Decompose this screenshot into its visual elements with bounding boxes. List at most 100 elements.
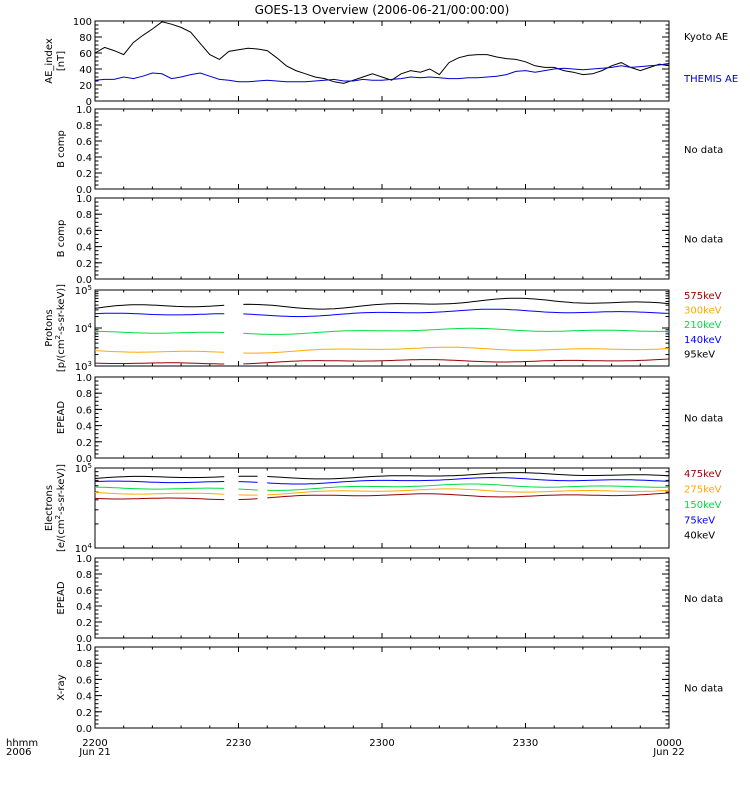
x-tick-label: 2300	[369, 738, 394, 749]
panel-epead-2: EPEAD 0.0 0.2 0.4 0.6 0.8 1.0 No data	[56, 554, 723, 645]
panel-frame	[94, 197, 670, 280]
chart-title: GOES-13 Overview (2006-06-21/00:00:00)	[255, 3, 510, 17]
y-tick-label: 104	[75, 322, 93, 335]
y-tick-label: 0.6	[76, 226, 92, 237]
y-tick-label: 0.4	[76, 692, 92, 703]
y-axis-label: X-ray	[56, 674, 67, 700]
x-tick-label: 2200	[82, 738, 107, 749]
y-tick-label: 1.0	[76, 194, 92, 205]
y-tick-label: 1.0	[76, 373, 92, 384]
y-tick-label: 20	[79, 81, 92, 92]
panel-ae: AE_index [nT] 0 20 40 60 80 100 Kyoto AE THEMIS A…	[44, 17, 738, 108]
legend-entry: 140keV	[684, 335, 722, 346]
y-axis-label: [nT]	[56, 51, 67, 71]
series-line-150keV	[94, 483, 670, 491]
y-tick-label: 60	[79, 49, 92, 60]
x-axis-row-label: hhmm	[6, 738, 38, 749]
legend-entry: THEMIS AE	[683, 74, 738, 85]
y-tick-label: 0.8	[76, 121, 92, 132]
y-tick-label: 0.4	[76, 243, 92, 254]
panel-epead-1: EPEAD 0.0 0.2 0.4 0.6 0.8 1.0 No data	[56, 373, 723, 465]
y-tick-label: 1.0	[76, 643, 92, 654]
y-tick-label: 0.2	[76, 618, 92, 629]
y-tick-label: 1.0	[76, 105, 92, 116]
series-line-75keV	[94, 476, 670, 485]
y-tick-label: 80	[79, 33, 92, 44]
y-tick-label: 0.0	[76, 724, 92, 735]
legend-entry: 210keV	[684, 320, 722, 331]
x-axis-row-label: 2006	[6, 747, 31, 758]
panel-frame	[94, 20, 670, 102]
y-tick-label: 40	[79, 65, 92, 76]
panel-electrons: Electrons[e/(cm2-s-sr-keV)]104105475keV2…	[44, 462, 722, 555]
y-tick-label: 0.4	[76, 153, 92, 164]
y-tick-label: 0.4	[76, 422, 92, 433]
x-tick-label: 2230	[226, 738, 251, 749]
legend-entry: 475keV	[684, 469, 722, 480]
series-line-210keV	[94, 327, 670, 335]
y-axis-label: EPEAD	[56, 581, 67, 615]
y-tick-label: 0.8	[76, 389, 92, 400]
y-tick-label: 1.0	[76, 554, 92, 565]
panel-frame	[94, 376, 670, 459]
y-axis-label: Electrons	[44, 485, 55, 531]
series-line-475keV	[94, 492, 670, 501]
panel-frame	[94, 289, 670, 367]
y-tick-label: 0.0	[76, 185, 92, 196]
legend-entry: 575keV	[684, 291, 722, 302]
series-line-95keV	[94, 297, 670, 310]
no-data-label: No data	[684, 414, 723, 425]
y-axis-label: Protons	[44, 309, 55, 346]
legend-entry: 95keV	[684, 349, 715, 360]
series-line-575keV	[94, 358, 670, 365]
series-line-140keV	[94, 308, 670, 318]
x-tick-date-label: Jun 22	[652, 747, 685, 758]
legend-entry: 40keV	[684, 531, 715, 542]
legend-entry: 75keV	[684, 515, 715, 526]
panel-frame	[94, 557, 670, 639]
series-line-275keV	[94, 488, 670, 496]
y-axis-label: B comp	[56, 130, 67, 168]
y-tick-label: 0.0	[76, 454, 92, 465]
y-tick-label: 0.8	[76, 570, 92, 581]
x-tick-label: 0000	[656, 738, 681, 749]
y-axis-label: [e/(cm2-s-sr-keV)]	[54, 464, 67, 552]
y-tick-label: 0.2	[76, 259, 92, 270]
legend-entry: 300keV	[684, 306, 722, 317]
y-tick-label: 0	[86, 97, 92, 108]
panel-frame	[94, 108, 670, 190]
no-data-label: No data	[684, 145, 723, 156]
y-axis-label: EPEAD	[56, 401, 67, 435]
legend-entry: Kyoto AE	[684, 32, 728, 43]
y-tick-label: 100	[73, 17, 92, 28]
y-tick-label: 0.6	[76, 405, 92, 416]
series-line-kyoto-ae	[94, 21, 670, 84]
y-tick-label: 0.2	[76, 169, 92, 180]
y-tick-label: 0.2	[76, 708, 92, 719]
y-axis-label: AE_index	[44, 38, 55, 84]
panel-x-ray: X-ray 0.0 0.2 0.4 0.6 0.8 1.0 No data	[56, 643, 723, 735]
panel-frame	[94, 646, 670, 729]
panel-protons: Protons[p/(cm2-s-sr-keV)] 103 104 105 575keV…	[44, 284, 722, 373]
y-tick-label: 0.6	[76, 137, 92, 148]
y-tick-label: 0.0	[76, 634, 92, 645]
y-tick-label: 0.4	[76, 602, 92, 613]
x-tick-label: 2330	[513, 738, 538, 749]
series-line-300keV	[94, 346, 670, 354]
y-tick-label: 105	[75, 462, 92, 475]
y-tick-label: 0.8	[76, 659, 92, 670]
y-axis-label: [p/(cm2-s-sr-keV)]	[54, 284, 67, 372]
legend-entry: 275keV	[684, 484, 722, 495]
x-tick-date-label: Jun 21	[78, 747, 111, 758]
y-tick-label: 0.6	[76, 586, 92, 597]
no-data-label: No data	[684, 684, 723, 695]
y-tick-label: 0.2	[76, 438, 92, 449]
y-tick-label: 0.0	[76, 275, 92, 286]
y-tick-label: 0.6	[76, 675, 92, 686]
panel-b-comp-1: B comp 0.0 0.2 0.4 0.6 0.8 1.0 No data	[56, 105, 723, 196]
y-tick-label: 105	[75, 284, 92, 297]
y-tick-label: 103	[75, 360, 92, 373]
series-line-themis-ae	[94, 62, 670, 83]
no-data-label: No data	[684, 594, 723, 605]
